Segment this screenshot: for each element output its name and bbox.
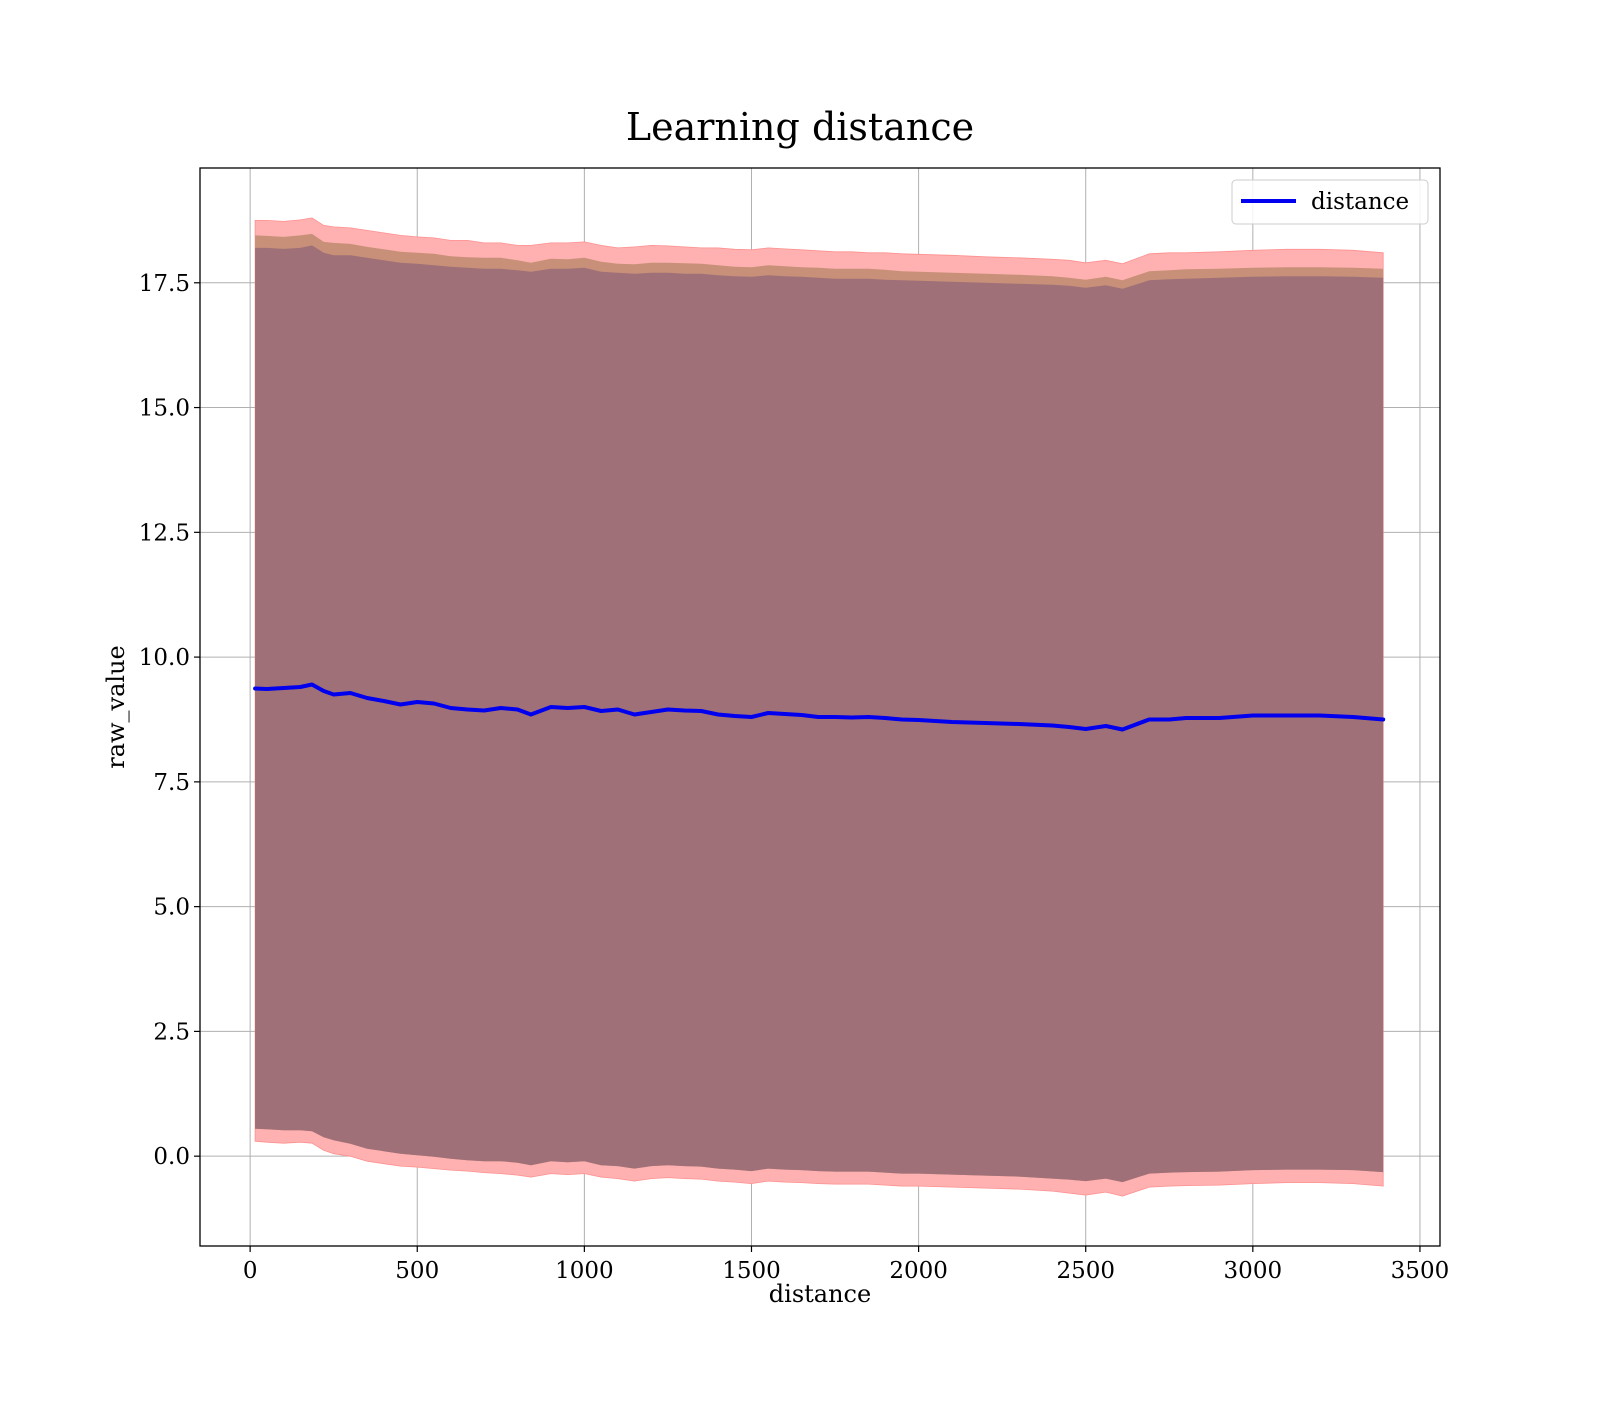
band-inner xyxy=(255,245,1384,1183)
y-tick-label: 0.0 xyxy=(153,1144,190,1170)
y-axis-label: raw_value xyxy=(102,645,130,769)
plot-frame xyxy=(199,167,1441,1247)
y-tick-label: 10.0 xyxy=(139,645,190,671)
legend-box xyxy=(1231,179,1429,225)
chart-title: Learning distance xyxy=(626,105,974,149)
y-tick-label: 17.5 xyxy=(139,271,190,297)
y-tick-label: 5.0 xyxy=(153,895,190,921)
x-tick-label: 500 xyxy=(395,1258,439,1284)
x-axis-ticks: 0 500 1000 1500 2000 2500 3000 3500 xyxy=(243,1246,1449,1284)
y-tick-label: 7.5 xyxy=(153,770,190,796)
legend: distance xyxy=(1231,179,1429,225)
x-tick-label: 2500 xyxy=(1056,1258,1115,1284)
x-tick-label: 1500 xyxy=(722,1258,781,1284)
confidence-bands xyxy=(254,217,1384,1197)
x-tick-label: 1000 xyxy=(555,1258,614,1284)
x-tick-label: 3500 xyxy=(1391,1258,1450,1284)
series-line-distance xyxy=(253,682,1386,732)
legend-label-distance: distance xyxy=(1311,189,1409,215)
x-tick-label: 2000 xyxy=(889,1258,948,1284)
x-axis-label: distance xyxy=(769,1280,871,1308)
y-axis-ticks: 0.0 2.5 5.0 7.5 10.0 12.5 15.0 17.5 xyxy=(139,271,200,1170)
y-tick-label: 12.5 xyxy=(139,520,190,546)
x-tick-label: 0 xyxy=(243,1258,258,1284)
series-lines xyxy=(253,682,1386,732)
y-tick-label: 2.5 xyxy=(153,1019,190,1045)
y-tick-label: 15.0 xyxy=(139,396,190,422)
x-tick-label: 3000 xyxy=(1224,1258,1283,1284)
